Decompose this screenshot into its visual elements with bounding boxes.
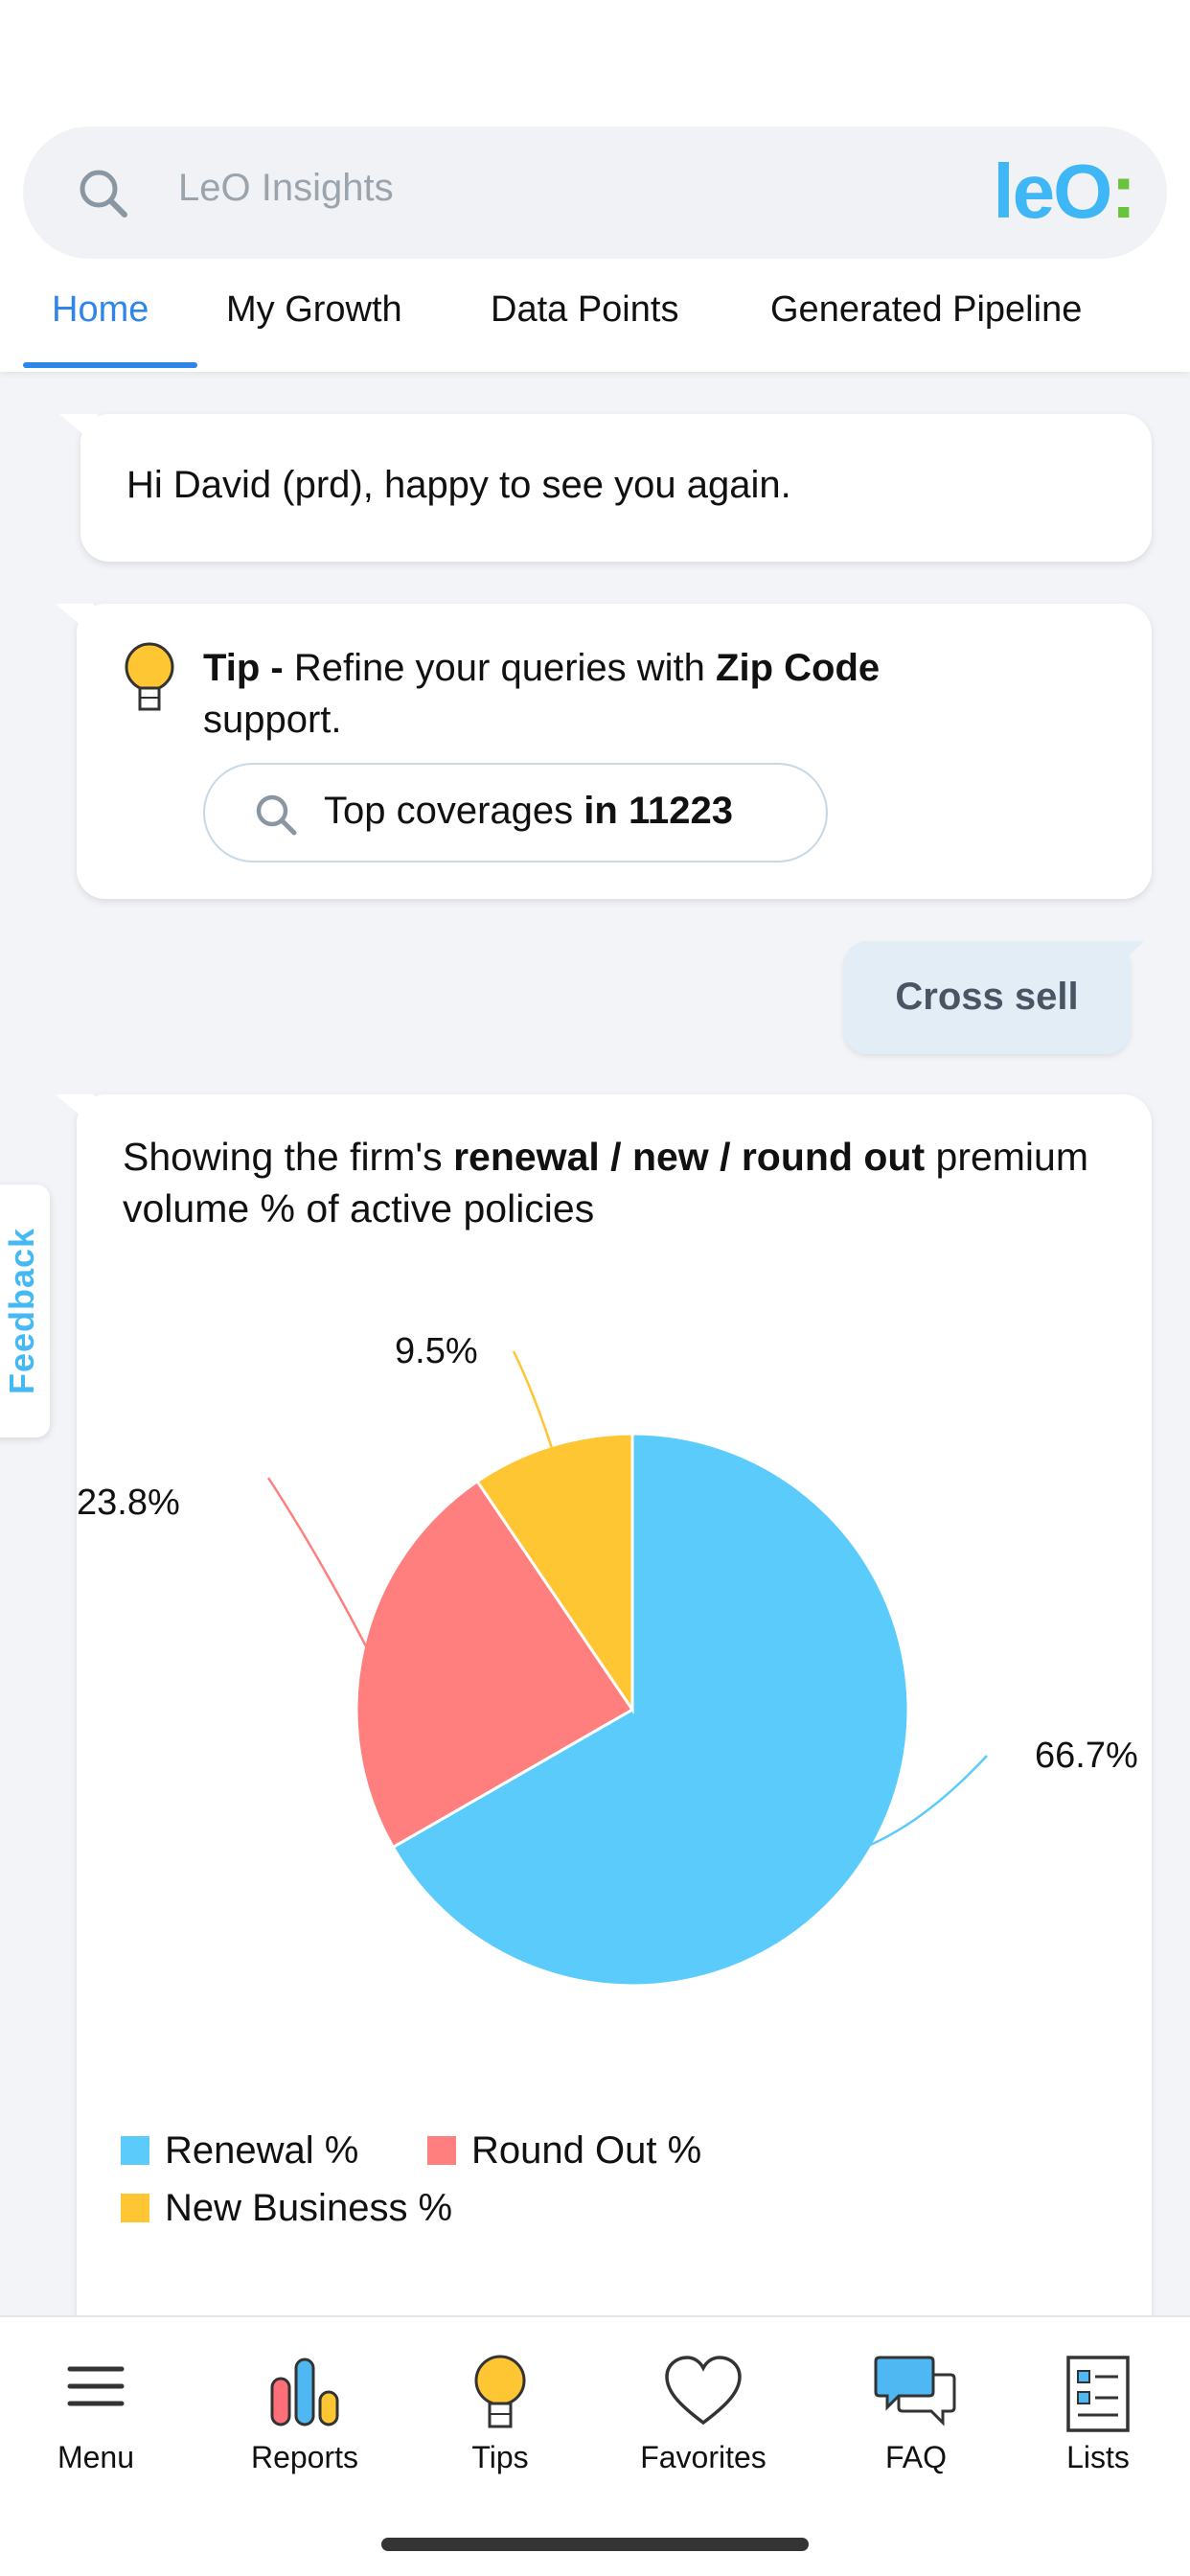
search-icon <box>256 794 297 836</box>
legend-swatch <box>121 2194 149 2222</box>
nav-label: Menu <box>57 2440 135 2474</box>
data-label: 66.7% <box>1035 1736 1138 1776</box>
slice-renewal[interactable] <box>391 1432 910 1988</box>
leader-line <box>266 1477 369 1649</box>
legend-item-round-out[interactable]: Round Out % <box>427 2129 701 2173</box>
chart-card: Showing the firm's renewal / new / round… <box>56 1094 1152 2436</box>
tip-text: Tip - Refine your queries with Zip Code … <box>203 642 1027 746</box>
search-bar[interactable]: LeO Insights leO: <box>23 126 1167 259</box>
tip-bubble: Tip - Refine your queries with Zip Code … <box>56 604 1152 899</box>
active-tab-indicator <box>23 362 197 368</box>
data-label: 9.5% <box>395 1331 478 1371</box>
nav-tips[interactable]: Tips <box>414 2333 586 2476</box>
legend-label: New Business % <box>165 2187 453 2229</box>
home-indicator <box>381 2538 809 2551</box>
chip-text-bold: in 11223 <box>584 790 733 832</box>
greeting-bubble: Hi David (prd), happy to see you again. <box>59 414 1152 562</box>
tab-my-growth[interactable]: My Growth <box>226 289 402 330</box>
feedback-tab[interactable]: Feedback <box>0 1184 50 1438</box>
chat-bubbles-icon <box>874 2356 956 2426</box>
search-placeholder: LeO Insights <box>178 167 394 209</box>
nav-label: Lists <box>1066 2440 1130 2474</box>
nav-label: FAQ <box>884 2440 947 2474</box>
leader-line <box>867 1755 988 1848</box>
tip-prefix: Tip - <box>203 647 284 689</box>
chart-title-suffix: premium volume % of active policies <box>123 1135 1088 1230</box>
chart-title: Showing the firm's renewal / new / round… <box>123 1131 1100 1234</box>
heart-icon <box>665 2356 742 2426</box>
leader-line <box>512 1350 554 1450</box>
greeting-text: Hi David (prd), happy to see you again. <box>126 464 791 506</box>
chip-text: Top coverages in 11223 <box>324 790 733 833</box>
lightbulb-icon <box>474 2355 526 2428</box>
legend-swatch <box>427 2136 456 2165</box>
leo-logo: leO: <box>993 148 1136 236</box>
nav-label: Tips <box>471 2440 529 2474</box>
menu-icon <box>67 2366 125 2406</box>
legend-label: Renewal % <box>165 2129 359 2172</box>
suggested-query-chip[interactable]: Top coverages in 11223 <box>203 763 828 862</box>
bar-chart-icon <box>270 2358 339 2426</box>
data-label: 23.8% <box>77 1483 180 1523</box>
nav-label: Favorites <box>640 2440 767 2474</box>
pie-chart: 66.7% 23.8% 9.5% <box>77 1331 1138 1988</box>
user-message-text: Cross sell <box>895 976 1079 1018</box>
tip-text-end: support. <box>203 699 342 741</box>
logo-text: leO <box>993 149 1112 234</box>
tab-home[interactable]: Home <box>52 289 149 330</box>
nav-menu[interactable]: Menu <box>10 2333 182 2476</box>
legend-label: Round Out % <box>471 2129 702 2172</box>
nav-reports[interactable]: Reports <box>218 2333 391 2476</box>
nav-lists[interactable]: Lists <box>1012 2333 1184 2476</box>
search-icon <box>80 170 127 218</box>
user-message-bubble: Cross sell <box>843 941 1144 1054</box>
legend-item-new-business[interactable]: New Business % <box>121 2187 452 2230</box>
nav-favorites[interactable]: Favorites <box>617 2333 790 2476</box>
top-header: LeO Insights leO: Home My Growth Data Po… <box>0 0 1190 372</box>
tab-data-points[interactable]: Data Points <box>491 289 679 330</box>
chart-title-prefix: Showing the firm's <box>123 1135 454 1179</box>
bubble-tail <box>1111 941 1144 972</box>
chip-text-plain: Top coverages <box>324 790 584 832</box>
tab-bar: Home My Growth Data Points Generated Pip… <box>0 280 1190 372</box>
bubble-tail <box>59 414 98 447</box>
legend-swatch <box>121 2136 149 2165</box>
bubble-tail <box>56 1094 94 1127</box>
tip-text-mid: Refine your queries with <box>283 647 717 689</box>
nav-faq[interactable]: FAQ <box>830 2333 1002 2476</box>
slice-round-out[interactable] <box>355 1479 635 1850</box>
nav-label: Reports <box>250 2440 359 2474</box>
bubble-tail <box>56 604 94 636</box>
legend-item-renewal[interactable]: Renewal % <box>121 2129 358 2173</box>
lightbulb-icon <box>125 642 174 711</box>
tab-generated-pipeline[interactable]: Generated Pipeline <box>770 289 1083 330</box>
chart-title-bold: renewal / new / round out <box>453 1135 926 1179</box>
tip-highlight: Zip Code <box>716 647 881 689</box>
logo-colon: : <box>1110 149 1136 234</box>
feedback-label: Feedback <box>2 1227 41 1395</box>
list-icon <box>1066 2356 1130 2432</box>
bottom-navigation: Menu Reports Tips Favorites FAQ <box>0 2315 1190 2576</box>
